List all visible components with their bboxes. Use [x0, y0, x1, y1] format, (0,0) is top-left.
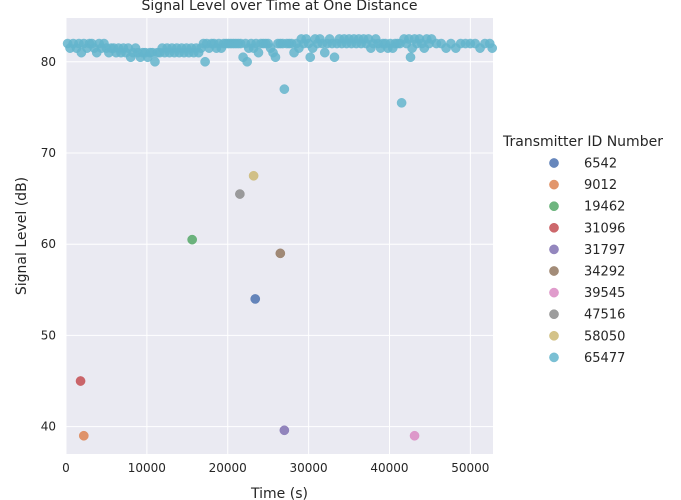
data-point-58050 [248, 170, 259, 181]
legend: Transmitter ID Number 6542 9012 19462 31096… [502, 134, 663, 366]
data-point-65477 [200, 56, 210, 67]
y-tick-label: 40 [41, 420, 56, 434]
data-point-65477 [253, 47, 264, 58]
legend-label: 65477 [584, 351, 625, 366]
legend-label: 31096 [584, 221, 625, 236]
legend-marker [549, 330, 559, 341]
legend-label: 31797 [584, 243, 625, 258]
data-point-19462 [187, 234, 197, 245]
x-tick-label: 20000 [209, 461, 247, 475]
data-point-65477 [405, 52, 416, 63]
data-point-65477 [270, 52, 281, 63]
legend-marker [549, 244, 559, 255]
legend-marker [549, 309, 559, 320]
y-tick-label: 70 [41, 146, 56, 160]
legend-title: Transmitter ID Number [502, 134, 663, 150]
data-point-47516 [235, 189, 245, 199]
data-point-65477 [150, 56, 160, 67]
legend-marker [549, 158, 559, 168]
plot-background [66, 18, 493, 454]
data-point-65477 [396, 98, 407, 108]
legend-label: 6542 [584, 157, 617, 172]
legend-marker [549, 352, 559, 363]
data-point-31797 [279, 425, 290, 436]
y-axis-label: Signal Level (dB) [14, 177, 30, 295]
data-points [62, 34, 497, 441]
data-point-6542 [250, 294, 261, 304]
grid-lines [65, 18, 493, 454]
data-point-34292 [275, 248, 286, 259]
data-point-65477 [279, 84, 290, 94]
legend-label: 47516 [584, 308, 625, 323]
y-axis-ticks: 40 50 60 70 80 [41, 55, 56, 434]
x-tick-label: 10000 [128, 461, 166, 475]
x-axis-label: Time (s) [250, 486, 308, 500]
data-point-65477 [305, 52, 316, 63]
legend-label: 39545 [584, 286, 625, 301]
legend-label: 19462 [584, 200, 625, 215]
data-point-31096 [75, 376, 86, 386]
legend-label: 58050 [584, 329, 625, 344]
data-point-39545 [409, 430, 420, 441]
legend-marker [549, 179, 559, 190]
legend-marker [549, 201, 559, 211]
legend-marker [549, 266, 559, 276]
x-tick-label: 40000 [370, 461, 408, 475]
x-tick-label: 50000 [451, 461, 489, 475]
data-point-65477 [242, 56, 252, 67]
data-point-65477 [329, 52, 340, 63]
data-point-65477 [319, 47, 330, 58]
x-axis-ticks: 0 10000 20000 30000 40000 50000 [62, 461, 489, 475]
y-tick-label: 50 [41, 328, 56, 342]
legend-label: 9012 [584, 178, 617, 193]
legend-label: 34292 [584, 265, 625, 280]
y-tick-label: 60 [41, 237, 56, 251]
legend-marker [549, 287, 559, 298]
x-tick-label: 30000 [290, 461, 328, 475]
chart-title: Signal Level over Time at One Distance [142, 0, 418, 14]
data-point-9012 [78, 430, 89, 441]
legend-marker [549, 222, 559, 233]
x-tick-label: 0 [62, 461, 70, 475]
y-tick-label: 80 [41, 55, 56, 69]
data-point-65477 [487, 43, 497, 53]
